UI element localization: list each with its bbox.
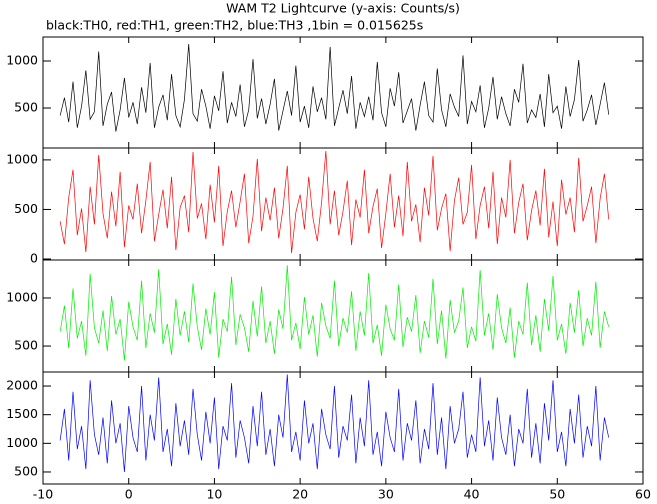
x-tick-label: 50 [549,487,565,502]
light-curve [59,374,610,473]
y-tick-label: 500 [14,463,38,478]
light-curve [59,44,610,132]
x-tick-label: 0 [125,487,133,502]
x-tick-label: -10 [33,487,53,502]
light-curve [59,150,610,254]
y-tick-label: 500 [14,201,38,216]
x-tick-label: 10 [206,487,222,502]
chart-subtitle: black:TH0, red:TH1, green:TH2, blue:TH3 … [46,18,423,33]
x-tick-label: 40 [464,487,480,502]
light-curve [59,265,610,361]
chart-title: WAM T2 Lightcurve (y-axis: Counts/s) [226,1,460,16]
x-tick-label: 60 [635,487,651,502]
x-tick-label: 30 [378,487,394,502]
y-tick-label: 500 [14,100,38,115]
y-tick-label: 1000 [6,435,38,450]
y-tick-label: 1000 [6,52,38,67]
y-tick-label: 1000 [6,289,38,304]
y-tick-label: 1500 [6,406,38,421]
x-tick-label: 20 [292,487,308,502]
y-tick-label: 500 [14,338,38,353]
panel-frame [42,36,644,149]
y-tick-label: 2000 [6,378,38,393]
panel-frame [42,371,644,485]
y-tick-label: 1000 [6,151,38,166]
y-tick-label: 0 [30,251,38,266]
